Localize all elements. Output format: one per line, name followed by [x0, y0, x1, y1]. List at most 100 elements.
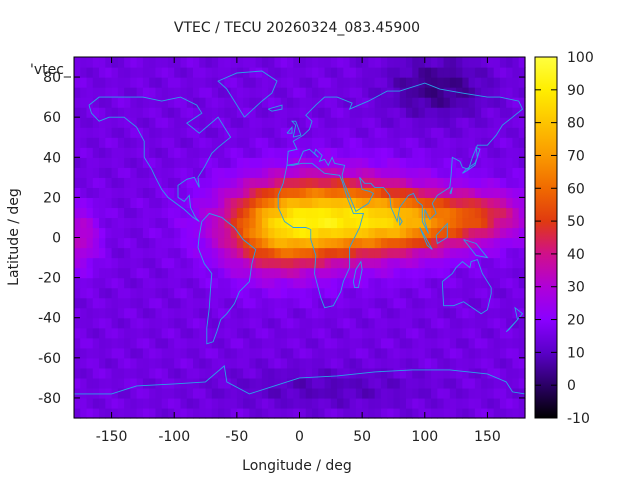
heatmap-cell: [249, 217, 257, 229]
heatmap-cell: [387, 297, 395, 309]
heatmap-cell: [418, 267, 426, 279]
heatmap-cell: [124, 267, 131, 279]
heatmap-cell: [155, 387, 163, 399]
heatmap-cell: [362, 87, 369, 98]
heatmap-cell: [249, 177, 257, 188]
heatmap-cell: [149, 407, 157, 419]
heatmap-cell: [431, 387, 438, 399]
heatmap-cell: [487, 167, 495, 178]
heatmap-cell: [481, 97, 489, 108]
heatmap-cell: [318, 247, 326, 259]
heatmap-cell: [437, 207, 445, 219]
heatmap-cell: [249, 187, 257, 198]
heatmap-cell: [337, 77, 344, 88]
heatmap-cell: [218, 87, 225, 98]
heatmap-cell: [236, 367, 244, 379]
heatmap-cell: [268, 237, 276, 249]
heatmap-cell: [155, 97, 163, 108]
heatmap-cell: [230, 187, 238, 198]
heatmap-cell: [412, 137, 420, 148]
heatmap-cell: [74, 327, 81, 339]
heatmap-cell: [299, 207, 307, 219]
heatmap-cell: [274, 367, 282, 379]
heatmap-cell: [236, 327, 244, 339]
heatmap-cell: [481, 117, 489, 128]
heatmap-cell: [362, 287, 369, 299]
heatmap-cell: [230, 107, 238, 118]
heatmap-cell: [368, 267, 376, 279]
heatmap-cell: [249, 377, 257, 389]
heatmap-cell: [487, 217, 495, 229]
heatmap-cell: [456, 357, 463, 369]
heatmap-cell: [243, 117, 250, 128]
heatmap-cell: [412, 307, 420, 319]
heatmap-cell: [274, 57, 282, 68]
heatmap-cell: [174, 227, 182, 239]
heatmap-cell: [399, 167, 407, 178]
heatmap-cell: [337, 407, 344, 419]
heatmap-cell: [161, 307, 169, 319]
heatmap-cell: [255, 247, 263, 259]
heatmap-cell: [462, 77, 470, 88]
heatmap-cell: [130, 137, 138, 148]
heatmap-cell: [393, 147, 401, 158]
heatmap-cell: [462, 287, 470, 299]
heatmap-cell: [261, 77, 269, 88]
heatmap-cell: [230, 307, 238, 319]
heatmap-cell: [481, 127, 489, 138]
heatmap-cell: [243, 367, 250, 379]
heatmap-cell: [493, 207, 501, 219]
heatmap-cell: [312, 167, 319, 178]
heatmap-cell: [136, 87, 144, 98]
heatmap-cell: [368, 197, 376, 209]
heatmap-cell: [449, 247, 457, 259]
heatmap-cell: [86, 407, 94, 419]
heatmap-cell: [387, 347, 395, 359]
heatmap-cell: [130, 357, 138, 369]
heatmap-cell: [274, 337, 282, 349]
heatmap-cell: [274, 267, 282, 279]
heatmap-cell: [362, 347, 369, 359]
heatmap-cell: [418, 377, 426, 389]
heatmap-cell: [518, 377, 526, 389]
heatmap-cell: [224, 347, 232, 359]
heatmap-cell: [343, 217, 351, 229]
heatmap-cell: [405, 147, 413, 158]
heatmap-cell: [142, 197, 150, 209]
heatmap-cell: [280, 197, 288, 209]
y-tick-label: -80: [38, 391, 61, 407]
heatmap-cell: [286, 257, 294, 269]
heatmap-cell: [161, 267, 169, 279]
heatmap-cell: [412, 117, 420, 128]
heatmap-cell: [130, 267, 138, 279]
heatmap-cell: [99, 207, 106, 219]
heatmap-cell: [449, 77, 457, 88]
heatmap-cell: [299, 87, 307, 98]
heatmap-cell: [299, 167, 307, 178]
heatmap-cell: [456, 157, 463, 168]
heatmap-cell: [512, 67, 520, 78]
heatmap-cell: [474, 337, 482, 349]
heatmap-cell: [155, 277, 163, 289]
heatmap-cell: [92, 367, 100, 379]
heatmap-cell: [305, 207, 313, 219]
heatmap-cell: [236, 237, 244, 249]
heatmap-cell: [249, 87, 257, 98]
heatmap-cell: [268, 297, 276, 309]
heatmap-cell: [312, 147, 319, 158]
heatmap-cell: [230, 217, 238, 229]
heatmap-cell: [136, 237, 144, 249]
heatmap-cell: [293, 297, 301, 309]
heatmap-cell: [155, 247, 163, 259]
heatmap-cell: [456, 167, 463, 178]
heatmap-cell: [393, 307, 401, 319]
heatmap-cell: [374, 357, 382, 369]
heatmap-cell: [274, 137, 282, 148]
colorbar-tick-label: 20: [567, 313, 585, 329]
heatmap-cell: [261, 407, 269, 419]
heatmap-cell: [155, 137, 163, 148]
heatmap-cell: [330, 197, 338, 209]
heatmap-cell: [124, 117, 131, 128]
heatmap-cell: [268, 357, 276, 369]
heatmap-cell: [236, 177, 244, 188]
